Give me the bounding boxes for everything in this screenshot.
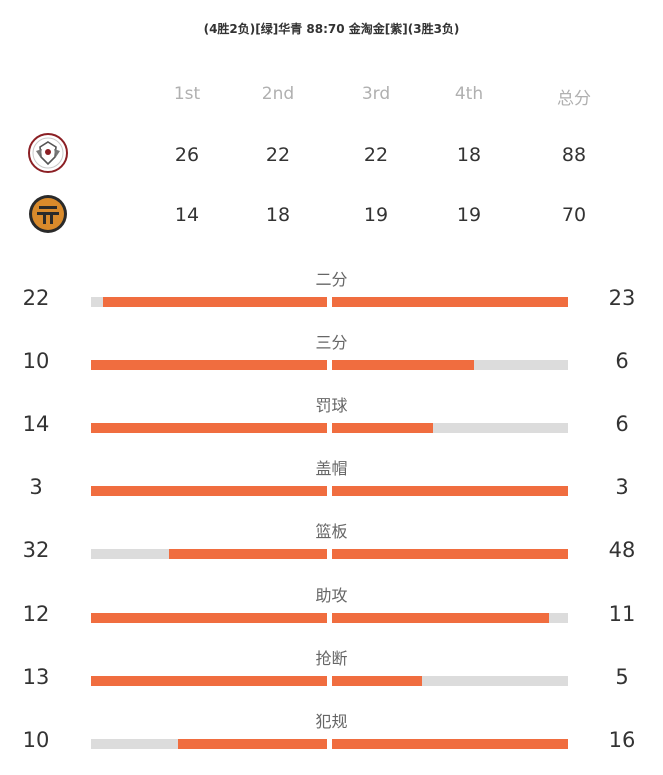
stat-left-value: 10 <box>22 349 50 373</box>
team2-q3: 19 <box>363 204 389 226</box>
stat-bar-right <box>332 297 568 307</box>
stat-bar-left <box>91 676 327 686</box>
stat-bar-fill-left <box>102 297 327 307</box>
stat-bar-fill-right <box>332 676 422 686</box>
stat-left-value: 12 <box>22 602 50 626</box>
header-total: 总分 <box>557 89 591 109</box>
stat-right-value: 3 <box>615 475 629 499</box>
stat-bar-fill-left <box>91 423 327 433</box>
stat-bar-left <box>91 360 327 370</box>
stat-label: 三分 <box>315 333 348 352</box>
stat-bar-left <box>91 549 327 559</box>
team1-q1: 26 <box>174 144 200 166</box>
stat-bar-left <box>91 297 327 307</box>
stat-bar-fill-right <box>332 739 568 749</box>
shield-emblem-icon <box>28 133 68 173</box>
stat-bar-fill-right <box>332 423 434 433</box>
match-title: (4胜2负)[绿]华青 88:70 金淘金[紫](3胜3负) <box>203 22 460 36</box>
stat-bar-right <box>332 613 568 623</box>
stat-label: 篮板 <box>315 522 348 541</box>
stat-left-value: 10 <box>22 728 50 752</box>
stat-bar-fill-left <box>178 739 327 749</box>
stat-bar-fill-right <box>332 613 550 623</box>
stat-label: 助攻 <box>315 586 348 605</box>
stat-bar-fill-right <box>332 360 474 370</box>
team2-q4: 19 <box>456 204 482 226</box>
stat-left-value: 32 <box>22 538 50 562</box>
stat-bar-fill-left <box>91 676 327 686</box>
stat-bar-fill-right <box>332 486 568 496</box>
gold-emblem-icon <box>28 194 68 234</box>
stat-right-value: 48 <box>608 538 636 562</box>
stat-label: 抢断 <box>315 649 348 668</box>
header-q1: 1st <box>173 84 201 104</box>
stat-bar-fill-left <box>91 613 327 623</box>
header-q4: 4th <box>454 84 484 104</box>
header-q2: 2nd <box>261 84 295 104</box>
stat-right-value: 16 <box>608 728 636 752</box>
stat-bar-fill-right <box>332 549 568 559</box>
team1-q4: 18 <box>456 144 482 166</box>
team1-total: 88 <box>561 144 587 166</box>
stat-label: 盖帽 <box>315 459 348 478</box>
stat-label: 犯规 <box>315 712 348 731</box>
stat-bar-left <box>91 739 327 749</box>
stat-bar-fill-left <box>91 486 327 496</box>
stat-right-value: 6 <box>615 349 629 373</box>
team2-total: 70 <box>561 204 587 226</box>
stat-bar-right <box>332 360 568 370</box>
stat-right-value: 6 <box>615 412 629 436</box>
team1-q2: 22 <box>265 144 291 166</box>
team2-q2: 18 <box>265 204 291 226</box>
stat-left-value: 22 <box>22 286 50 310</box>
stat-label: 罚球 <box>315 396 348 415</box>
header-q3: 3rd <box>361 84 391 104</box>
stat-bar-right <box>332 549 568 559</box>
stat-bar-left <box>91 613 327 623</box>
stat-left-value: 14 <box>22 412 50 436</box>
stat-left-value: 13 <box>22 665 50 689</box>
stat-bar-right <box>332 423 568 433</box>
stat-bar-left <box>91 486 327 496</box>
stat-bar-right <box>332 486 568 496</box>
stat-right-value: 5 <box>615 665 629 689</box>
stat-bar-fill-left <box>91 360 327 370</box>
team1-q3: 22 <box>363 144 389 166</box>
stat-right-value: 23 <box>608 286 636 310</box>
stat-right-value: 11 <box>608 602 636 626</box>
stat-bar-fill-right <box>332 297 568 307</box>
stat-label: 二分 <box>315 270 348 289</box>
stat-bar-fill-left <box>168 549 327 559</box>
stat-bar-right <box>332 739 568 749</box>
stat-left-value: 3 <box>29 475 43 499</box>
stat-bar-left <box>91 423 327 433</box>
team2-q1: 14 <box>174 204 200 226</box>
stat-bar-right <box>332 676 568 686</box>
